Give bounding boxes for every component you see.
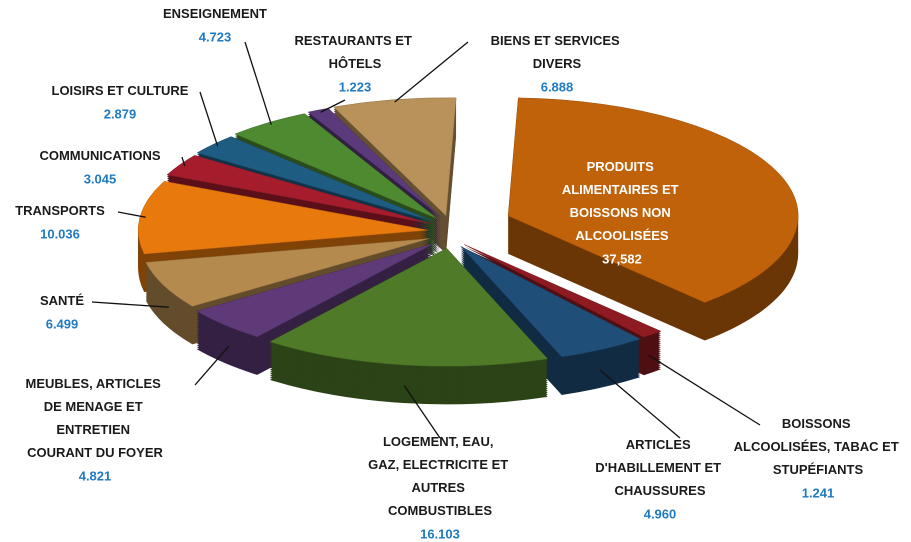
value-label: 6.499 bbox=[46, 316, 79, 331]
slice bbox=[145, 238, 430, 307]
slice bbox=[137, 181, 429, 255]
value-label: 37,582 bbox=[602, 251, 642, 266]
label-line: BIENS ET SERVICES bbox=[491, 33, 624, 48]
label-line: LOISIRS ET CULTURE bbox=[52, 83, 189, 98]
category-label: ENSEIGNEMENT bbox=[163, 6, 267, 21]
label-line: LOGEMENT, EAU, bbox=[383, 434, 497, 449]
label-line: BOISSONS NON bbox=[570, 205, 675, 220]
category-label: BOISSONS ALCOOLISÉES, TABAC ET STUPÉFIAN… bbox=[734, 416, 903, 477]
value-label: 1.223 bbox=[339, 79, 372, 94]
label-line: ARTICLES bbox=[626, 437, 695, 452]
value-label: 10.036 bbox=[40, 226, 80, 241]
label-line: ENTRETIEN bbox=[56, 422, 133, 437]
label-line: GAZ, ELECTRICITE ET bbox=[368, 457, 512, 472]
label-line: HÔTELS bbox=[329, 56, 382, 71]
label-line: PRODUITS bbox=[587, 159, 658, 174]
slice bbox=[166, 155, 432, 225]
leader-line bbox=[199, 91, 219, 147]
leader-line bbox=[394, 41, 469, 103]
label-line: RESTAURANTS ET bbox=[294, 33, 415, 48]
slice bbox=[269, 248, 549, 367]
slice bbox=[196, 243, 435, 338]
label-line: DIVERS bbox=[533, 56, 582, 71]
label-line: TRANSPORTS bbox=[15, 203, 105, 218]
label-line: SANTÉ bbox=[40, 293, 84, 308]
category-label: ARTICLES D'HABILLEMENT ET CHAUSSURES bbox=[595, 437, 724, 498]
label-line: MEUBLES, ARTICLES bbox=[26, 376, 165, 391]
category-label: MEUBLES, ARTICLES DE MENAGE ET ENTRETIEN… bbox=[26, 376, 165, 460]
slice bbox=[507, 97, 799, 303]
category-label: TRANSPORTS bbox=[15, 203, 105, 218]
label-line: CHAUSSURES bbox=[614, 483, 705, 498]
label-line: BOISSONS bbox=[782, 416, 854, 431]
category-label: PRODUITS ALIMENTAIRES ET BOISSONS NON AL… bbox=[562, 159, 682, 243]
label-line: COMBUSTIBLES bbox=[388, 503, 492, 518]
category-label: COMMUNICATIONS bbox=[39, 148, 160, 163]
value-label: 4.723 bbox=[199, 29, 232, 44]
category-label: BIENS ET SERVICES DIVERS bbox=[491, 33, 624, 71]
value-label: 16.103 bbox=[420, 526, 460, 541]
category-label: RESTAURANTS ET HÔTELS bbox=[294, 33, 415, 71]
category-label: LOISIRS ET CULTURE bbox=[52, 83, 189, 98]
leader-line bbox=[403, 385, 441, 439]
label-line: ALCOOLISÉES bbox=[575, 228, 669, 243]
slice bbox=[196, 136, 434, 222]
label-line: ENSEIGNEMENT bbox=[163, 6, 267, 21]
leader-line bbox=[320, 99, 346, 113]
category-label: SANTÉ bbox=[40, 293, 84, 308]
value-label: 1.241 bbox=[802, 485, 835, 500]
leader-line bbox=[194, 345, 230, 386]
value-label: 4.960 bbox=[644, 506, 677, 521]
category-label: LOGEMENT, EAU, GAZ, ELECTRICITE ET AUTRE… bbox=[368, 434, 512, 518]
label-line: DE MENAGE ET bbox=[44, 399, 147, 414]
label-line: ALCOOLISÉES, TABAC ET bbox=[734, 439, 903, 454]
label-line: ALIMENTAIRES ET bbox=[562, 182, 682, 197]
slice bbox=[460, 246, 641, 358]
value-label: 4.821 bbox=[79, 468, 112, 483]
leader-line bbox=[117, 211, 146, 218]
value-label: 6.888 bbox=[541, 79, 574, 94]
label-line: COMMUNICATIONS bbox=[39, 148, 160, 163]
label-line: STUPÉFIANTS bbox=[773, 462, 864, 477]
label-line: AUTRES bbox=[411, 480, 468, 495]
slice bbox=[464, 244, 662, 338]
value-label: 3.045 bbox=[84, 171, 117, 186]
label-line: D'HABILLEMENT ET bbox=[595, 460, 724, 475]
label-line: COURANT DU FOYER bbox=[27, 445, 163, 460]
leader-line bbox=[599, 369, 681, 439]
leader-line bbox=[91, 301, 169, 308]
leader-line bbox=[181, 156, 186, 167]
leader-line bbox=[648, 354, 761, 426]
leader-line bbox=[244, 41, 272, 125]
value-label: 2.879 bbox=[104, 106, 137, 121]
slice bbox=[333, 97, 457, 217]
slice bbox=[234, 113, 438, 219]
